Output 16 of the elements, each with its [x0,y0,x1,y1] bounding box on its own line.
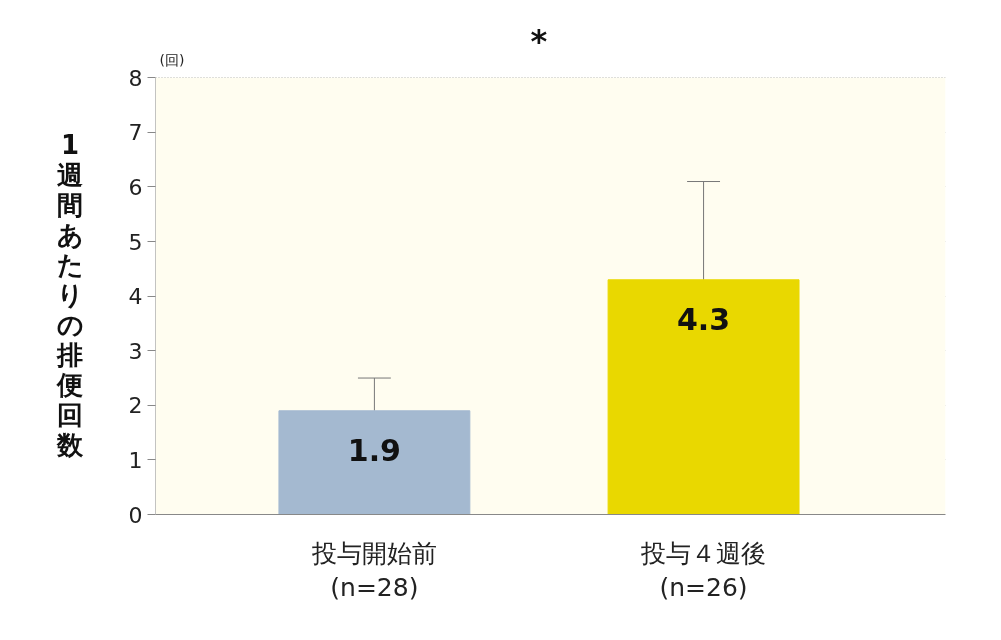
x-tick-label: 投与開始前 (n=28) [310,538,437,603]
y-tick-label: 7 [128,120,143,146]
y-tick-label: 3 [128,338,143,364]
y-tick-label: 2 [128,393,143,419]
y-tick-label: 4 [128,284,143,310]
y-tick-label: 0 [128,502,143,528]
y-tick-label: 1 [128,447,143,473]
text: (回) [159,51,185,68]
text: 1週間あたりの排便回数 [56,130,84,460]
data-label: 4.3 [676,301,731,337]
y-tick-label: 8 [128,65,143,91]
data-label: 1.9 [347,432,401,468]
y-tick-label: 5 [128,229,143,255]
text: * [530,21,548,60]
y-tick-label: 6 [128,174,143,200]
x-tick-label: 投与４週後 (n=26) [640,538,767,603]
